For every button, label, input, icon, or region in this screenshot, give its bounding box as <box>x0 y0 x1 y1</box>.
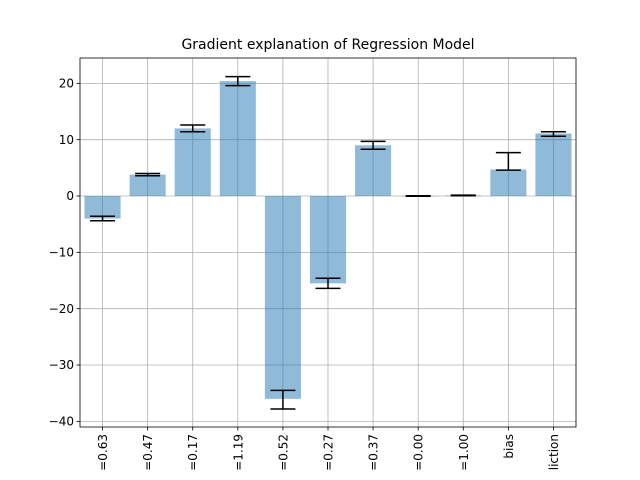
x-tick-label: =0.00 <box>412 434 426 471</box>
error-bar <box>540 131 566 138</box>
error-bar <box>135 172 161 177</box>
y-tick-label: −40 <box>49 415 74 429</box>
error-bar <box>360 140 386 151</box>
grid <box>80 58 576 427</box>
error-bar <box>315 277 341 290</box>
y-tick-label: −20 <box>49 302 74 316</box>
bar <box>535 133 572 197</box>
error-bar <box>90 215 116 222</box>
y-tick-label: 20 <box>59 77 74 91</box>
error-bar <box>495 151 521 171</box>
x-tick-label: =1.19 <box>231 434 245 471</box>
error-bar <box>405 194 431 198</box>
y-tick-label: −30 <box>49 358 74 372</box>
error-bar <box>270 389 296 410</box>
x-tick-label: =0.27 <box>322 434 336 471</box>
bar <box>309 196 347 284</box>
x-tick-label: liction <box>547 434 561 470</box>
bar <box>264 196 301 399</box>
y-tick-label: 10 <box>59 133 74 147</box>
y-tick-label: 0 <box>66 189 74 203</box>
bar <box>219 81 256 197</box>
error-bar <box>225 75 251 87</box>
bars <box>84 81 572 399</box>
bar <box>84 196 121 219</box>
y-tick-label: −10 <box>49 246 74 260</box>
bar <box>490 169 527 197</box>
x-tick-label: =1.00 <box>457 434 471 471</box>
bar <box>174 128 211 197</box>
x-tick-label: =0.47 <box>141 434 155 471</box>
chart-title: Gradient explanation of Regression Model <box>181 37 474 53</box>
bar <box>355 145 392 197</box>
error-bar <box>180 124 206 133</box>
x-tick-label: bias <box>502 434 516 459</box>
y-axis: −40 −30 −20 −10 0 10 20 <box>49 77 80 429</box>
x-tick-label: =0.17 <box>186 434 200 471</box>
error-bars <box>90 75 566 410</box>
x-tick-label: =0.37 <box>367 434 381 471</box>
x-tick-label: =0.63 <box>96 434 110 471</box>
error-bar <box>450 194 476 197</box>
x-tick-label: =0.52 <box>276 434 290 471</box>
x-axis: =0.63 =0.47 =0.17 =1.19 =0.52 =0.27 =0.37 =0.00… <box>96 427 561 471</box>
bar <box>129 174 166 197</box>
